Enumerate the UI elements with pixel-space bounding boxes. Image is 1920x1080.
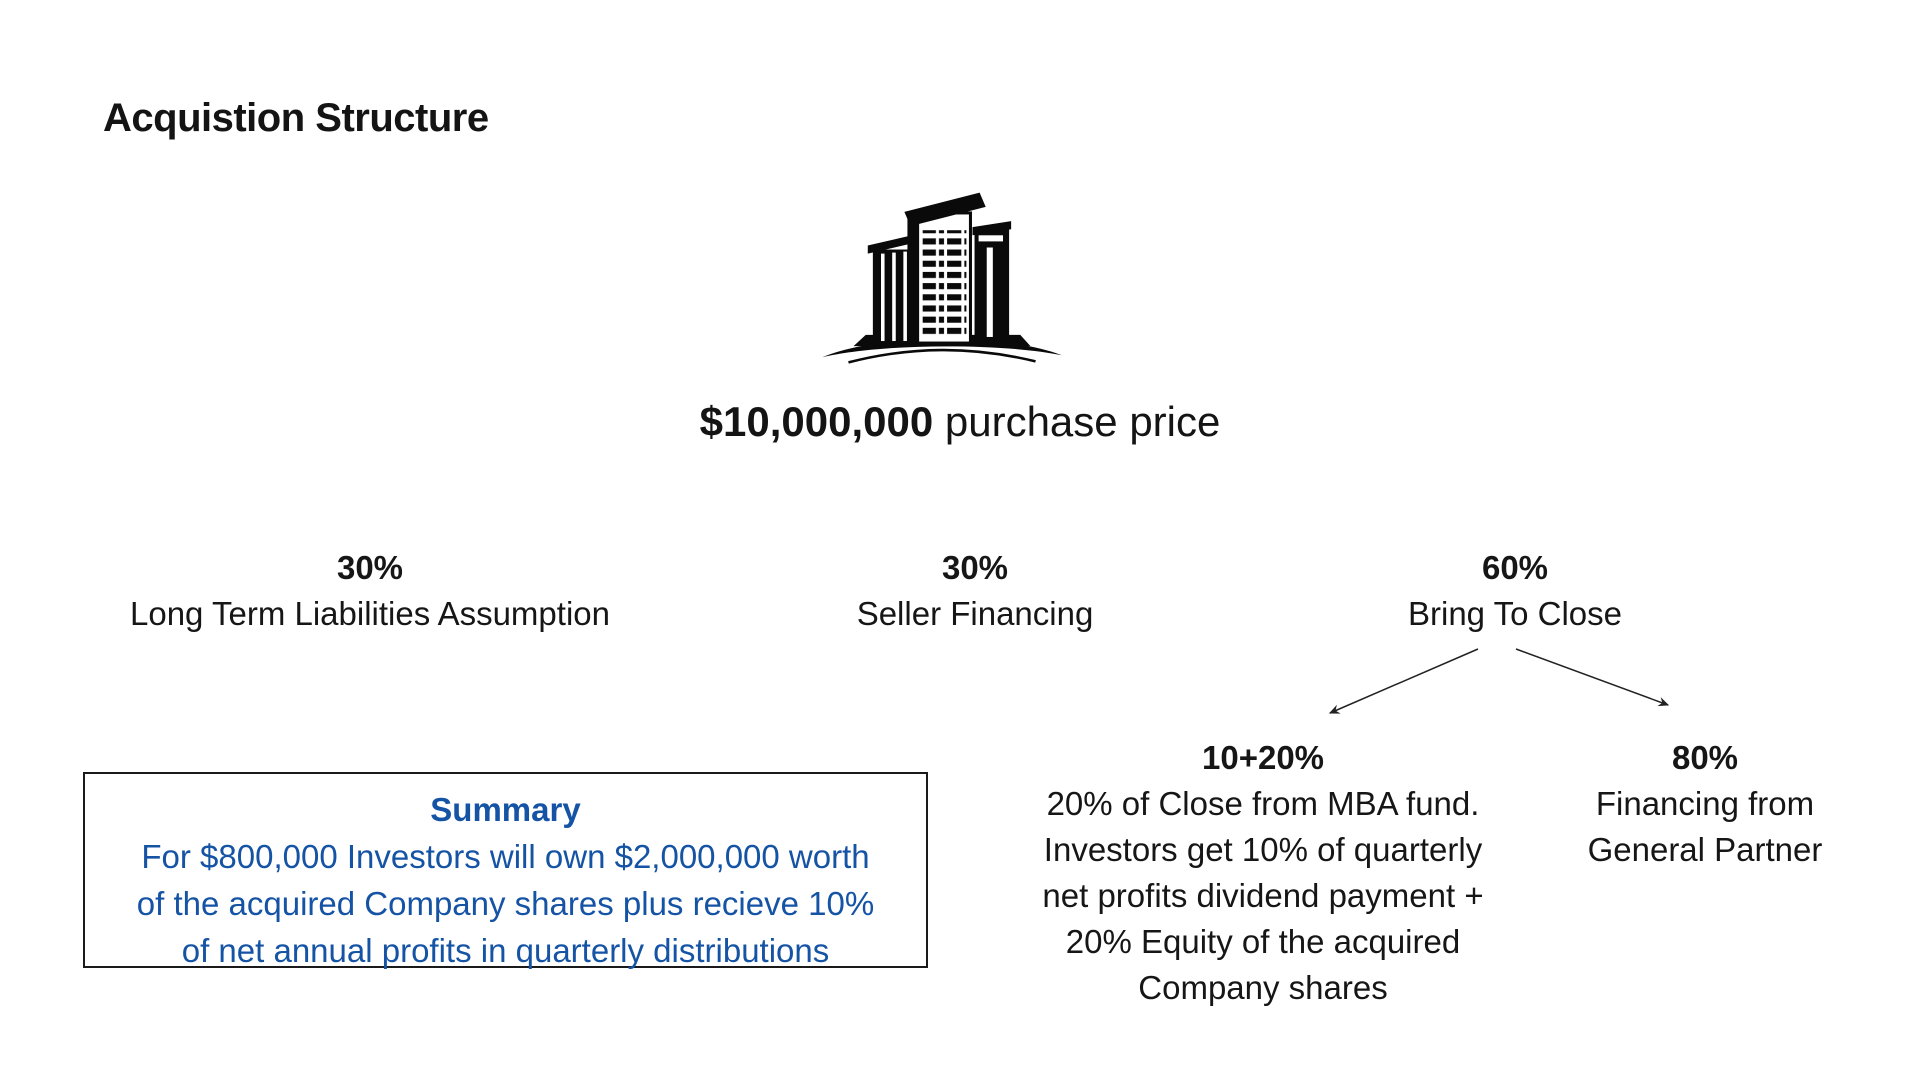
sub-branch-percent: 10+20% — [1201, 739, 1325, 776]
sub-branch-label: 20% of Close from MBA fund. Investors ge… — [1042, 785, 1484, 1006]
summary-box: Summary For $800,000 Investors will own … — [83, 772, 928, 969]
branch-seller-financing: 30% Seller Financing — [675, 545, 1275, 637]
purchase-price-label: purchase price — [933, 398, 1221, 445]
branch-percent: 30% — [941, 549, 1009, 586]
arrow-left — [1328, 648, 1479, 714]
purchase-price: $10,000,000 purchase price — [0, 398, 1920, 446]
branch-label: Seller Financing — [856, 595, 1094, 632]
summary-title: Summary — [430, 791, 581, 828]
branch-long-term-liabilities: 30% Long Term Liabilities Assumption — [70, 545, 670, 637]
branch-label: Long Term Liabilities Assumption — [130, 595, 610, 632]
page-title: Acquistion Structure — [103, 96, 489, 140]
branch-label: Bring To Close — [1407, 595, 1622, 632]
buildings-icon — [820, 182, 1064, 374]
purchase-price-amount: $10,000,000 — [699, 398, 934, 445]
arrow-right — [1515, 648, 1670, 707]
branch-percent: 30% — [336, 549, 404, 586]
sub-branch-general-partner: 80% Financing from General Partner — [1555, 735, 1855, 873]
sub-branch-percent: 80% — [1671, 739, 1739, 776]
sub-branch-label: Financing from General Partner — [1587, 785, 1823, 868]
summary-body: For $800,000 Investors will own $2,000,0… — [136, 838, 875, 969]
sub-branch-mba-fund: 10+20% 20% of Close from MBA fund. Inves… — [1013, 735, 1513, 1011]
branch-percent: 60% — [1481, 549, 1549, 586]
branch-bring-to-close: 60% Bring To Close — [1215, 545, 1815, 637]
